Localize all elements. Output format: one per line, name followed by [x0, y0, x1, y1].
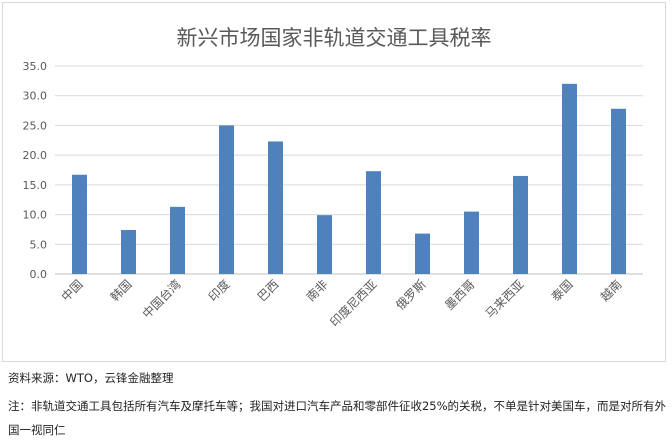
- footnotes: 资料来源：WTO，云锋金融整理 注：非轨道交通工具包括所有汽车及摩托车等；我国对…: [8, 370, 668, 442]
- x-tick-label: 马来西亚: [483, 277, 527, 321]
- bar: [562, 83, 577, 274]
- x-tick-label: 印度尼西亚: [327, 277, 380, 330]
- chart-title: 新兴市场国家非轨道交通工具税率: [177, 26, 492, 50]
- bar: [72, 174, 87, 274]
- bar: [513, 175, 528, 274]
- y-tick-label: 35.0: [23, 60, 48, 73]
- source-note: 资料来源：WTO，云锋金融整理: [8, 371, 174, 385]
- x-tick-label: 韩国: [107, 277, 135, 305]
- bar: [366, 171, 381, 274]
- y-tick-label: 0.0: [30, 268, 48, 281]
- bar: [121, 230, 136, 274]
- x-tick-label: 中国: [58, 277, 86, 305]
- bar-chart: 新兴市场国家非轨道交通工具税率 0.0 5.0 10.0 15.0 20.0 25.0 30…: [23, 26, 643, 330]
- x-tick-label: 中国台湾: [139, 277, 184, 322]
- x-tick-label: 巴西: [255, 277, 282, 304]
- chart-card: 新兴市场国家非轨道交通工具税率 0.0 5.0 10.0 15.0 20.0 25.0 30…: [2, 2, 666, 362]
- bar: [611, 108, 626, 274]
- x-tick-label: 南非: [303, 277, 331, 305]
- gridlines: [55, 65, 643, 275]
- y-tick-label: 20.0: [23, 149, 48, 162]
- x-tick-label: 俄罗斯: [393, 277, 428, 312]
- bar: [317, 215, 332, 274]
- y-tick-label: 30.0: [23, 90, 48, 103]
- y-axis-ticks: 0.0 5.0 10.0 15.0 20.0 25.0 30.0 35.0: [23, 60, 48, 281]
- x-tick-label: 越南: [597, 277, 625, 305]
- x-tick-label: 泰国: [549, 277, 576, 304]
- bars: [72, 83, 626, 274]
- y-tick-label: 25.0: [23, 119, 48, 132]
- footnote: 注：非轨道交通工具包括所有汽车及摩托车等；我国对进口汽车产品和零部件征收25%的…: [8, 399, 667, 437]
- bar: [268, 141, 283, 274]
- bar: [170, 206, 185, 274]
- bar: [464, 211, 479, 274]
- y-tick-label: 5.0: [30, 238, 48, 251]
- x-tick-label: 印度: [205, 277, 233, 305]
- y-tick-label: 15.0: [23, 179, 48, 192]
- bar: [415, 233, 430, 274]
- y-tick-label: 10.0: [23, 209, 48, 222]
- x-tick-label: 墨西哥: [442, 277, 477, 312]
- bar: [219, 125, 234, 274]
